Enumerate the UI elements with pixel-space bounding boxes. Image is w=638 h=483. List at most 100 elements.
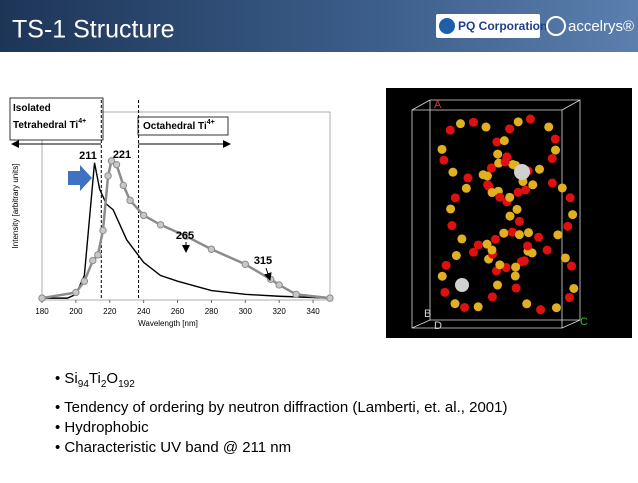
atom [524, 228, 534, 238]
atom [505, 211, 515, 221]
data-point [119, 181, 128, 190]
data-point [326, 294, 334, 302]
axis-letter: C [580, 316, 588, 328]
logo-icon [546, 16, 566, 36]
atom [493, 149, 503, 159]
data-point [80, 277, 89, 285]
atom [447, 221, 457, 231]
formula-part: 192 [118, 379, 135, 390]
data-point [112, 160, 121, 169]
atom [460, 302, 470, 312]
atom [511, 262, 521, 272]
atom [439, 155, 449, 165]
data-point [156, 221, 165, 229]
atom [463, 173, 473, 183]
atom [567, 261, 577, 271]
x-tick-label: 280 [205, 307, 219, 316]
region-text: 4+ [78, 118, 86, 125]
data-point [182, 232, 190, 240]
formula-part: Ti [89, 370, 101, 387]
atom [521, 185, 531, 195]
atom [550, 145, 560, 155]
logo-icon [439, 18, 455, 34]
x-axis-label: Wavelength [nm] [138, 319, 198, 328]
data-point [38, 294, 46, 302]
region-label: Tetrahedral Ti4+ [13, 118, 86, 130]
region-text: Isolated [13, 103, 51, 114]
atom [560, 253, 570, 263]
atom [525, 114, 535, 124]
atom [437, 271, 447, 281]
bullet-dot: • [55, 399, 64, 416]
atom [550, 134, 560, 144]
slide-title: TS-1 Structure [12, 16, 175, 44]
formula-part: Si [64, 370, 77, 387]
data-point [72, 288, 80, 297]
peak-label: 221 [113, 149, 131, 161]
region-box [9, 97, 104, 141]
logo-right: accelrys® [568, 18, 634, 35]
axis-letter: B [424, 308, 431, 320]
data-point [89, 256, 97, 265]
structure-render: A BD C [411, 99, 588, 332]
axis-letter: A [434, 99, 442, 111]
atom [451, 251, 461, 261]
atom [473, 302, 483, 312]
unit-cell [411, 99, 581, 329]
region-text: Octahedral Ti [143, 121, 207, 132]
atom [547, 178, 557, 188]
atom [500, 157, 510, 167]
atom [513, 117, 523, 127]
bullet-item: • Si94Ti2O192 [55, 370, 135, 390]
atom [483, 180, 493, 190]
atom [455, 119, 465, 129]
region-label: Octahedral Ti4+ [143, 119, 215, 131]
logo-left: PQ Corporation [458, 19, 547, 33]
atom [482, 171, 492, 181]
atom [505, 124, 515, 134]
data-point [292, 290, 300, 299]
data-point [241, 260, 249, 268]
atom [457, 234, 467, 244]
atom [492, 137, 502, 147]
x-tick-label: 220 [103, 307, 117, 316]
bullet-text: Hydrophobic [64, 419, 149, 436]
atom [522, 299, 532, 309]
data-point [104, 172, 112, 180]
atom [499, 228, 509, 238]
formula-part: 94 [78, 379, 90, 390]
atom [487, 188, 497, 198]
formula-part: 2 [101, 379, 107, 390]
bullet-item: • Tendency of ordering by neutron diffra… [55, 399, 507, 416]
data-point [126, 196, 134, 205]
bullet-dot: • [55, 370, 64, 387]
data-point [275, 281, 283, 289]
atom [499, 136, 509, 146]
atom [493, 280, 503, 290]
atom [446, 204, 456, 214]
x-tick-label: 320 [272, 307, 286, 316]
atom [547, 154, 557, 164]
atom [519, 256, 529, 266]
peak-label: 211 [79, 150, 97, 162]
atom [487, 292, 497, 302]
y-axis-label: Intensity [arbitrary units] [11, 164, 20, 249]
x-tick-label: 260 [171, 307, 185, 316]
atom [481, 122, 491, 132]
atom [450, 299, 460, 309]
highlight-arrow [68, 165, 92, 191]
region-label: Isolated [13, 103, 51, 114]
atom [468, 247, 478, 257]
bullet-item: • Hydrophobic [55, 419, 149, 436]
atom [528, 180, 538, 190]
bullet-dot: • [55, 419, 64, 436]
atom [487, 245, 497, 255]
atom [461, 183, 471, 193]
atom [510, 271, 520, 281]
atom [505, 192, 515, 202]
data-point [94, 251, 102, 259]
atom [441, 260, 451, 270]
atom [486, 163, 496, 173]
atom [564, 292, 574, 302]
